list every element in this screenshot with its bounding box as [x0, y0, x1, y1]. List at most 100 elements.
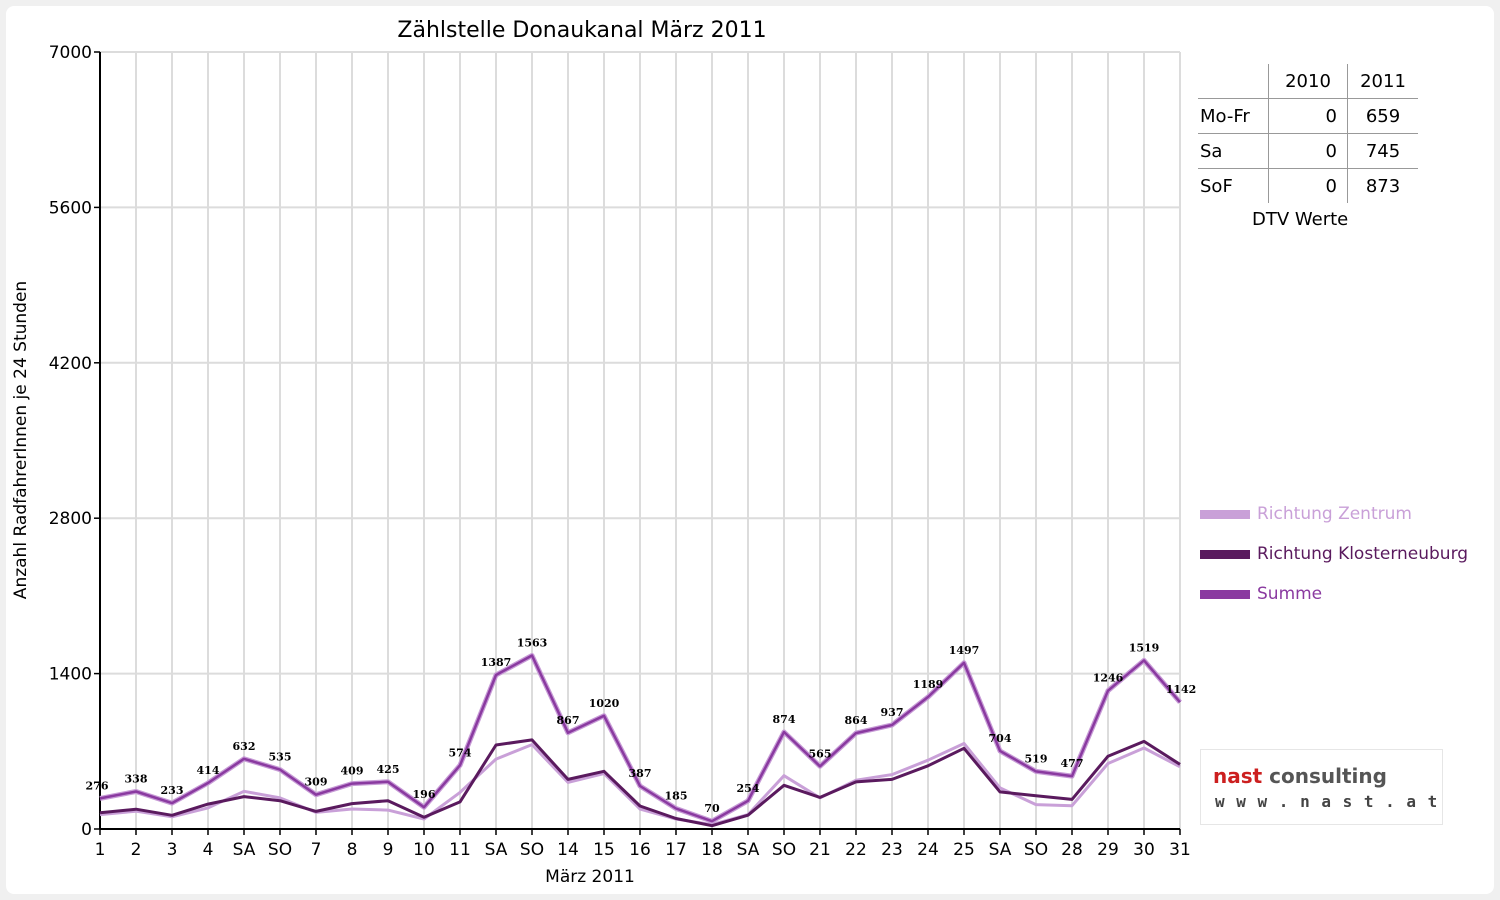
data-label: 535	[269, 751, 292, 764]
dtv-table: 2010 2011 Mo-Fr 0 659 Sa 0 745 SoF 0 873	[1198, 64, 1418, 203]
legend-item-summe: Summe	[1200, 574, 1468, 614]
dtv-row-label: Sa	[1198, 133, 1269, 169]
data-labels: 276 338 233 414 632 535 309 409 425 196 574 1387 156…	[86, 637, 1197, 816]
data-label: 937	[881, 706, 904, 719]
dtv-row-label: SoF	[1198, 168, 1269, 203]
dtv-cell-2011: 659	[1347, 98, 1418, 134]
x-tick-label: 1	[95, 840, 106, 860]
x-tick-label: 30	[1133, 840, 1155, 860]
x-tick-label: 7	[311, 840, 322, 860]
legend-item-zentrum: Richtung Zentrum	[1200, 494, 1468, 534]
legend-label: Summe	[1257, 584, 1323, 604]
legend-swatch	[1200, 589, 1250, 599]
x-tick-label: 18	[701, 840, 723, 860]
x-tick-label: 9	[383, 840, 394, 860]
y-tick-label: 7000	[49, 43, 92, 63]
data-label: 414	[197, 764, 220, 777]
legend-swatch	[1200, 509, 1250, 519]
data-label: 185	[665, 789, 688, 802]
data-label: 387	[629, 767, 652, 780]
x-tick-label: 28	[1061, 840, 1083, 860]
x-tick-label: 21	[809, 840, 831, 860]
data-label: 1387	[481, 656, 512, 669]
x-tick-label: 23	[881, 840, 903, 860]
x-tick-label: SA	[233, 840, 256, 860]
data-label: 1563	[517, 637, 548, 650]
x-tick-label: SA	[485, 840, 508, 860]
data-label: 874	[773, 713, 796, 726]
series-line-richtung-zentrum	[99, 742, 1181, 827]
x-tick-label: 14	[557, 840, 579, 860]
data-label: 1497	[949, 644, 980, 657]
dtv-header-blank	[1198, 64, 1269, 99]
logo-name-rest: consulting	[1262, 764, 1387, 788]
grid	[100, 51, 1181, 829]
x-tick-label: 10	[413, 840, 435, 860]
x-tick-label: 8	[347, 840, 358, 860]
data-label: 1142	[1166, 683, 1197, 696]
dtv-row: Sa 0 745	[1198, 133, 1418, 169]
dtv-row: Mo-Fr 0 659	[1198, 98, 1418, 134]
data-label: 519	[1025, 752, 1048, 765]
data-label: 425	[377, 763, 400, 776]
data-label: 309	[305, 776, 328, 789]
x-tick-label: 2	[131, 840, 142, 860]
data-label: 864	[845, 714, 868, 727]
x-tick-label: 3	[167, 840, 178, 860]
data-label: 1246	[1093, 672, 1124, 685]
data-label: 565	[809, 747, 832, 760]
x-tick-label: 4	[203, 840, 214, 860]
x-tick-label: 17	[665, 840, 687, 860]
x-tick-label: 25	[953, 840, 975, 860]
logo-name-accent: nast	[1213, 764, 1263, 788]
y-tick-label: 2800	[49, 509, 92, 529]
data-label: 70	[704, 802, 720, 815]
series-line-summe	[99, 654, 1181, 823]
x-tick-label: SO	[520, 840, 544, 860]
dtv-header-2010: 2010	[1268, 64, 1348, 99]
logo-url: w w w . n a s t . a t	[1215, 792, 1439, 811]
x-tick-label: 31	[1169, 840, 1191, 860]
chart-title: Zählstelle Donaukanal März 2011	[397, 18, 766, 43]
y-axis-title: Anzahl RadfahrerInnen je 24 Stunden	[11, 281, 31, 599]
company-logo: nast consulting w w w . n a s t . a t	[1200, 749, 1443, 825]
x-tick-label: SO	[268, 840, 292, 860]
x-tick-label: SO	[772, 840, 796, 860]
data-label: 338	[125, 772, 148, 785]
dtv-row-label: Mo-Fr	[1198, 98, 1269, 134]
data-label: 574	[449, 746, 472, 759]
data-label: 409	[341, 765, 364, 778]
x-tick-label: 11	[449, 840, 471, 860]
x-tick-label: 15	[593, 840, 615, 860]
x-tick-label: 22	[845, 840, 867, 860]
y-tick-label: 4200	[49, 354, 92, 374]
series-lines	[99, 653, 1182, 828]
data-label: 704	[989, 732, 1012, 745]
data-label: 1189	[913, 678, 944, 691]
logo-name: nast consulting	[1213, 764, 1387, 788]
data-label: 632	[233, 740, 256, 753]
legend-swatch	[1200, 549, 1250, 559]
data-label: 1519	[1129, 641, 1160, 654]
x-tick-label: SA	[989, 840, 1012, 860]
data-label: 1020	[589, 697, 620, 710]
x-axis-title: März 2011	[545, 867, 635, 887]
data-label: 254	[737, 782, 760, 795]
y-tick-label: 0	[81, 820, 92, 840]
dtv-header-2011: 2011	[1347, 64, 1418, 99]
dtv-row: SoF 0 873	[1198, 168, 1418, 203]
data-label: 276	[86, 779, 109, 792]
series-line-richtung-klosterneuburg	[99, 738, 1181, 828]
y-tick-label: 1400	[49, 665, 92, 685]
x-tick-label: SO	[1024, 840, 1048, 860]
data-label: 196	[413, 788, 436, 801]
y-tick-label: 5600	[49, 198, 92, 218]
data-label: 477	[1061, 757, 1084, 770]
dtv-cell-2010: 0	[1268, 98, 1348, 134]
legend-label: Richtung Zentrum	[1257, 504, 1412, 524]
legend-label: Richtung Klosterneuburg	[1257, 544, 1469, 564]
dtv-cell-2010: 0	[1268, 133, 1348, 169]
legend: Richtung Zentrum Richtung Klosterneuburg…	[1200, 494, 1468, 614]
